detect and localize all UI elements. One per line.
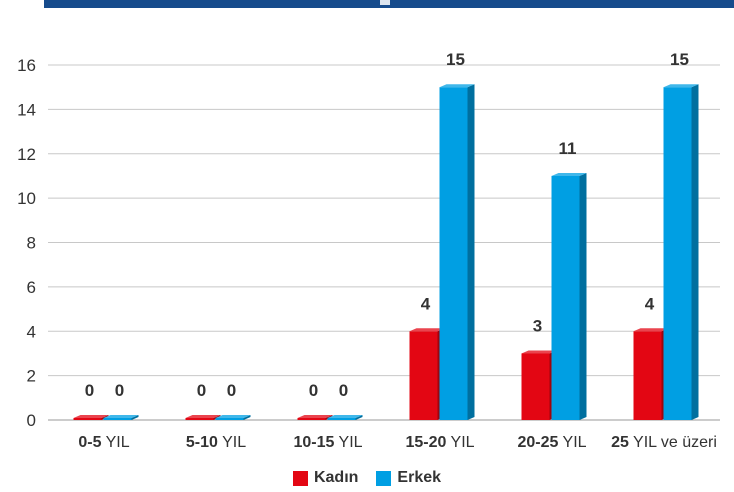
- data-label: 0: [197, 381, 206, 400]
- data-label: 15: [446, 50, 465, 69]
- x-tick-label-unit: YIL: [101, 434, 129, 451]
- x-tick-label-range: 25: [611, 434, 629, 451]
- x-tick-label-range: 20-25: [517, 434, 558, 451]
- x-tick-label: 0-5 YIL: [78, 434, 129, 451]
- bar-side: [355, 415, 363, 420]
- bar-top: [409, 328, 445, 332]
- bar-top: [633, 328, 669, 332]
- y-tick-label: 6: [27, 278, 36, 297]
- x-tick-label: 15-20 YIL: [405, 434, 474, 451]
- bar: [215, 418, 244, 420]
- legend-item-kadin[interactable]: Kadın: [292, 469, 359, 487]
- x-tick-label: 20-25 YIL: [517, 434, 586, 451]
- x-tick-label: 5-10 YIL: [186, 434, 246, 451]
- y-tick-label: 8: [27, 234, 36, 253]
- bar-side: [131, 415, 139, 420]
- legend-label-erkek: Erkek: [397, 469, 442, 486]
- legend-swatch-erkek: [376, 470, 392, 486]
- bar: [633, 331, 662, 420]
- data-label: 0: [309, 381, 318, 400]
- bar-top: [297, 415, 333, 418]
- x-tick-label-range: 15-20: [405, 434, 446, 451]
- bar: [327, 418, 356, 420]
- x-tick-label-range: 10-15: [293, 434, 334, 451]
- y-tick-label: 12: [17, 145, 36, 164]
- y-tick-label: 2: [27, 367, 36, 386]
- bar-top: [215, 415, 251, 418]
- bar: [409, 331, 438, 420]
- bar: [521, 353, 550, 420]
- data-label: 3: [533, 316, 542, 335]
- bar-group: 4 15: [409, 50, 475, 420]
- bar-group: 4 15: [633, 50, 699, 420]
- bar-top: [663, 84, 699, 88]
- legend-label-kadin: Kadın: [313, 469, 359, 486]
- x-tick-label-range: 5-10: [186, 434, 218, 451]
- y-tick-label: 14: [17, 100, 36, 119]
- data-label: 4: [421, 294, 431, 313]
- y-tick-label: 4: [27, 322, 36, 341]
- bar: [297, 418, 326, 420]
- x-tick-label-unit: YIL ve üzeri: [629, 434, 717, 451]
- bar: [551, 175, 580, 420]
- x-tick-label-unit: YIL: [558, 434, 586, 451]
- bar-top: [327, 415, 363, 418]
- bar: [73, 418, 102, 420]
- y-tick-label: 0: [27, 411, 36, 430]
- data-label: 11: [559, 139, 577, 158]
- chart-legend: Kadın Erkek: [0, 466, 734, 490]
- data-label: 0: [227, 381, 236, 400]
- x-tick-label-unit: YIL: [218, 434, 246, 451]
- x-tick-label-unit: YIL: [334, 434, 362, 451]
- bar-side: [243, 415, 251, 420]
- bar-top: [73, 415, 109, 418]
- data-label: 15: [670, 50, 689, 69]
- header-band-notch: [380, 0, 390, 5]
- bar-top: [551, 172, 587, 176]
- bar: [663, 87, 692, 420]
- bar: [103, 418, 132, 420]
- bar: [439, 87, 468, 420]
- data-label: 0: [115, 381, 124, 400]
- bar-side: [467, 84, 475, 420]
- y-tick-label: 10: [17, 189, 36, 208]
- bar: [185, 418, 214, 420]
- bar-side: [691, 84, 699, 420]
- bar-top: [521, 350, 557, 354]
- bar-top: [103, 415, 139, 418]
- x-tick-label: 25 YIL ve üzeri: [611, 434, 717, 451]
- bar-side: [579, 172, 587, 420]
- legend-swatch-kadin: [292, 470, 308, 486]
- data-label: 0: [85, 381, 94, 400]
- data-label: 4: [645, 294, 655, 313]
- bar-top: [439, 84, 475, 88]
- x-tick-label-unit: YIL: [446, 434, 474, 451]
- bar-group: 3 11: [521, 139, 587, 420]
- x-tick-label-range: 0-5: [78, 434, 101, 451]
- y-tick-label: 16: [17, 56, 36, 75]
- legend-item-erkek[interactable]: Erkek: [376, 469, 441, 487]
- bar-top: [185, 415, 221, 418]
- x-tick-label: 10-15 YIL: [293, 434, 362, 451]
- data-label: 0: [339, 381, 348, 400]
